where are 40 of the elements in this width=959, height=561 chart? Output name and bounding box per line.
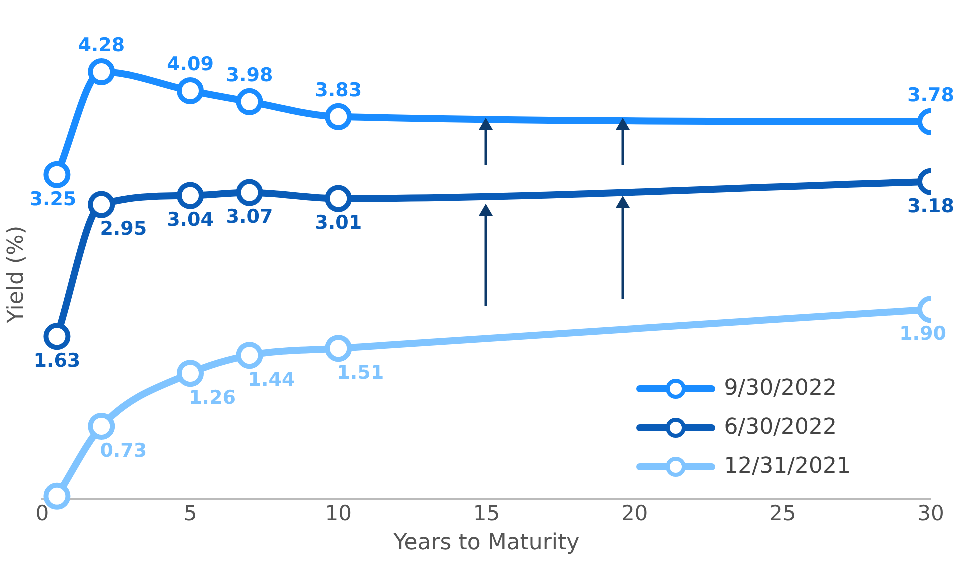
data-label: 4.09 [167, 53, 214, 76]
point [177, 182, 204, 210]
data-label: 2.95 [100, 218, 148, 240]
point [88, 413, 116, 440]
data-label: 1.26 [189, 387, 236, 410]
data-label: 3.04 [167, 209, 214, 232]
legend-label: 12/31/2021 [724, 454, 851, 480]
x-tick-label: 5 [184, 501, 198, 526]
point [236, 342, 264, 370]
data-label: 3.18 [908, 195, 954, 218]
x-tick-label: 30 [918, 501, 944, 526]
y-axis-title: Yield (%) [4, 226, 29, 324]
data-label: 3.25 [30, 188, 77, 210]
point [44, 161, 71, 188]
data-label: 1.51 [337, 362, 384, 384]
legend-label: 9/30/2022 [724, 376, 837, 402]
point [177, 360, 204, 388]
legend-label: 6/30/2022 [724, 415, 837, 440]
data-label: 4.28 [78, 34, 126, 56]
point [177, 77, 204, 104]
data-label: 3.83 [315, 79, 362, 102]
data-label: 3.78 [908, 84, 954, 106]
data-label: 0.73 [100, 440, 148, 462]
x-tick-label: 0 [36, 501, 50, 526]
x-tick-label: 25 [770, 501, 796, 526]
data-label: 3.07 [226, 206, 274, 228]
x-tick-label: 20 [621, 501, 648, 526]
data-label: 1.63 [34, 350, 81, 372]
data-label: 1.90 [900, 323, 946, 346]
x-tick-label: 15 [473, 501, 500, 526]
point [88, 191, 116, 218]
point [236, 179, 264, 206]
x-tick-label: 10 [325, 501, 352, 526]
point [44, 323, 71, 350]
data-label: 1.44 [248, 369, 296, 392]
point [88, 58, 116, 86]
data-label: 3.98 [226, 64, 274, 86]
x-axis-title: Years to Maturity [392, 530, 580, 556]
point [236, 88, 264, 116]
data-label: 3.01 [315, 212, 362, 234]
